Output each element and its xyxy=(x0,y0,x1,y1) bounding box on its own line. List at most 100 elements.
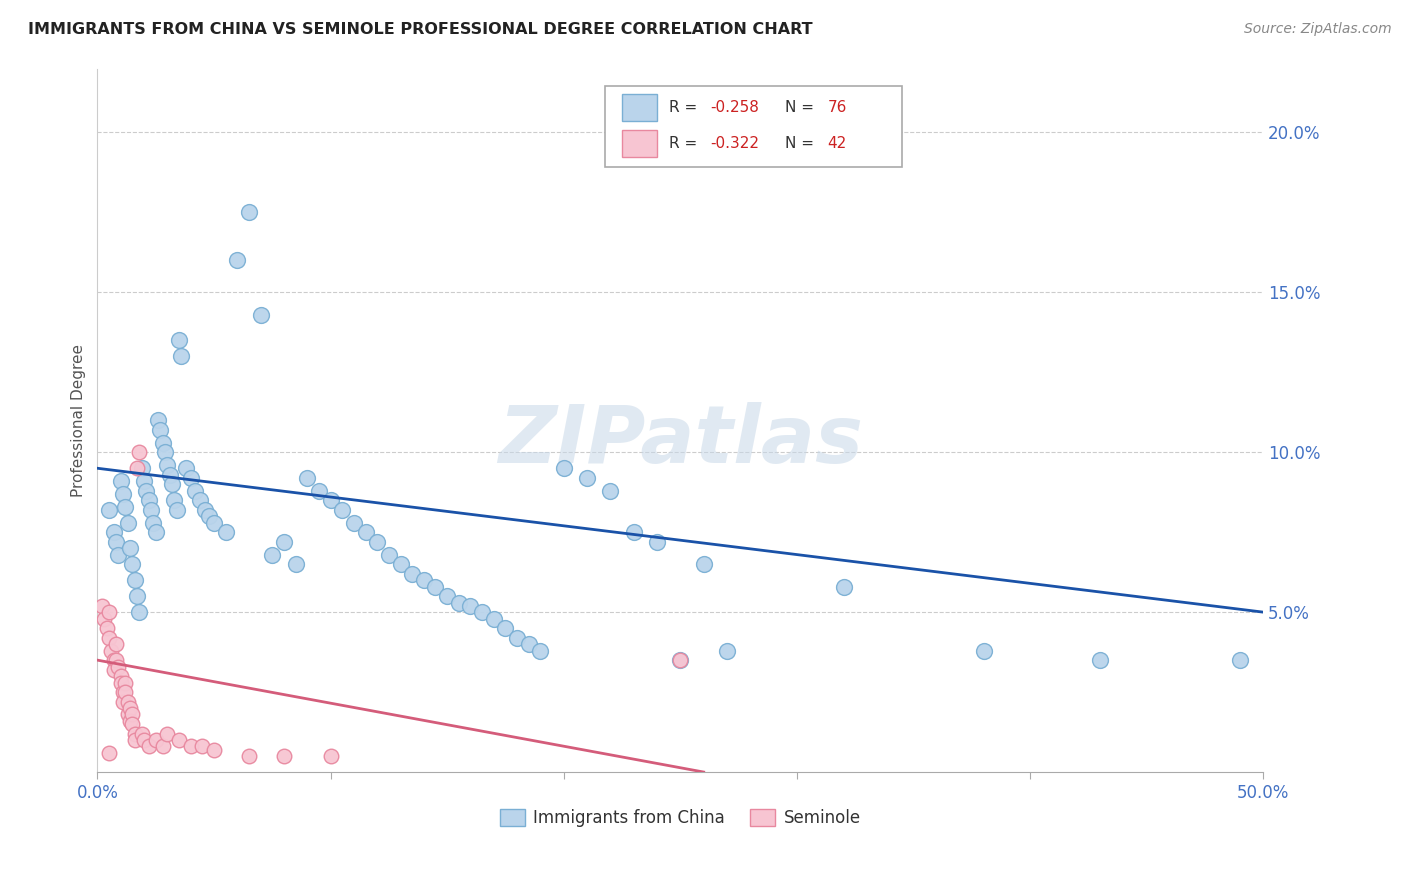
Point xyxy=(125,589,148,603)
Text: ZIPatlas: ZIPatlas xyxy=(498,402,863,481)
Point xyxy=(170,349,193,363)
Point xyxy=(156,458,179,472)
Point xyxy=(180,739,202,754)
Point xyxy=(599,483,621,498)
Point xyxy=(482,611,505,625)
Point xyxy=(152,739,174,754)
Point xyxy=(692,557,714,571)
Point xyxy=(124,727,146,741)
Point xyxy=(297,471,319,485)
Point xyxy=(198,509,221,524)
Point xyxy=(111,487,134,501)
Point xyxy=(138,739,160,754)
Point xyxy=(401,566,423,581)
Point xyxy=(103,653,125,667)
Point xyxy=(319,749,342,764)
Point xyxy=(202,516,225,530)
Point xyxy=(238,205,260,219)
Point xyxy=(110,675,132,690)
Point xyxy=(284,557,307,571)
Y-axis label: Professional Degree: Professional Degree xyxy=(72,343,86,497)
Point xyxy=(128,605,150,619)
Point xyxy=(319,493,342,508)
Point xyxy=(114,675,136,690)
Point xyxy=(135,483,157,498)
Point xyxy=(167,733,190,747)
Point xyxy=(110,669,132,683)
Point xyxy=(96,621,118,635)
Point xyxy=(436,589,458,603)
Point xyxy=(124,573,146,587)
Text: 42: 42 xyxy=(827,136,846,152)
Point xyxy=(100,643,122,657)
Point xyxy=(576,471,599,485)
Point xyxy=(91,599,114,613)
Point xyxy=(460,599,482,613)
Point xyxy=(343,516,366,530)
Point xyxy=(105,653,128,667)
Point xyxy=(111,695,134,709)
Point xyxy=(366,534,388,549)
Point xyxy=(98,605,121,619)
Point xyxy=(118,541,141,556)
Point xyxy=(105,534,128,549)
Point xyxy=(378,548,401,562)
Point xyxy=(202,742,225,756)
Point xyxy=(238,749,260,764)
Point xyxy=(517,637,540,651)
Point xyxy=(832,580,855,594)
Point xyxy=(226,253,249,268)
FancyBboxPatch shape xyxy=(621,94,657,120)
Point xyxy=(669,653,692,667)
Point xyxy=(180,471,202,485)
Point xyxy=(132,474,155,488)
Text: R =: R = xyxy=(669,100,702,115)
Point xyxy=(214,525,236,540)
Point xyxy=(114,685,136,699)
Point xyxy=(354,525,377,540)
Point xyxy=(98,746,121,760)
Point xyxy=(716,643,738,657)
Point xyxy=(131,461,153,475)
Text: Source: ZipAtlas.com: Source: ZipAtlas.com xyxy=(1244,22,1392,37)
Point xyxy=(471,605,494,619)
Point xyxy=(142,516,165,530)
Point xyxy=(145,525,167,540)
Point xyxy=(132,733,155,747)
Point xyxy=(273,749,295,764)
Point xyxy=(494,621,516,635)
Point xyxy=(623,525,645,540)
Text: -0.322: -0.322 xyxy=(710,136,759,152)
Point xyxy=(117,707,139,722)
Point xyxy=(105,637,128,651)
Point xyxy=(645,534,668,549)
Point xyxy=(107,659,129,673)
Point xyxy=(103,525,125,540)
FancyBboxPatch shape xyxy=(621,130,657,157)
Point xyxy=(163,493,186,508)
Point xyxy=(425,580,447,594)
Point xyxy=(447,596,470,610)
Point xyxy=(184,483,207,498)
Point xyxy=(389,557,412,571)
Point xyxy=(110,474,132,488)
Point xyxy=(124,733,146,747)
Text: 76: 76 xyxy=(827,100,846,115)
Point xyxy=(273,534,295,549)
Point xyxy=(167,334,190,348)
Point xyxy=(1229,653,1251,667)
Point xyxy=(308,483,330,498)
Point xyxy=(125,461,148,475)
Point xyxy=(262,548,284,562)
Point xyxy=(139,503,162,517)
Point xyxy=(506,631,529,645)
Point xyxy=(128,445,150,459)
Point xyxy=(111,685,134,699)
Point xyxy=(1088,653,1111,667)
Point xyxy=(330,503,353,517)
Point xyxy=(153,445,176,459)
Point xyxy=(973,643,995,657)
Point xyxy=(131,727,153,741)
Point xyxy=(159,467,181,482)
Point xyxy=(138,493,160,508)
